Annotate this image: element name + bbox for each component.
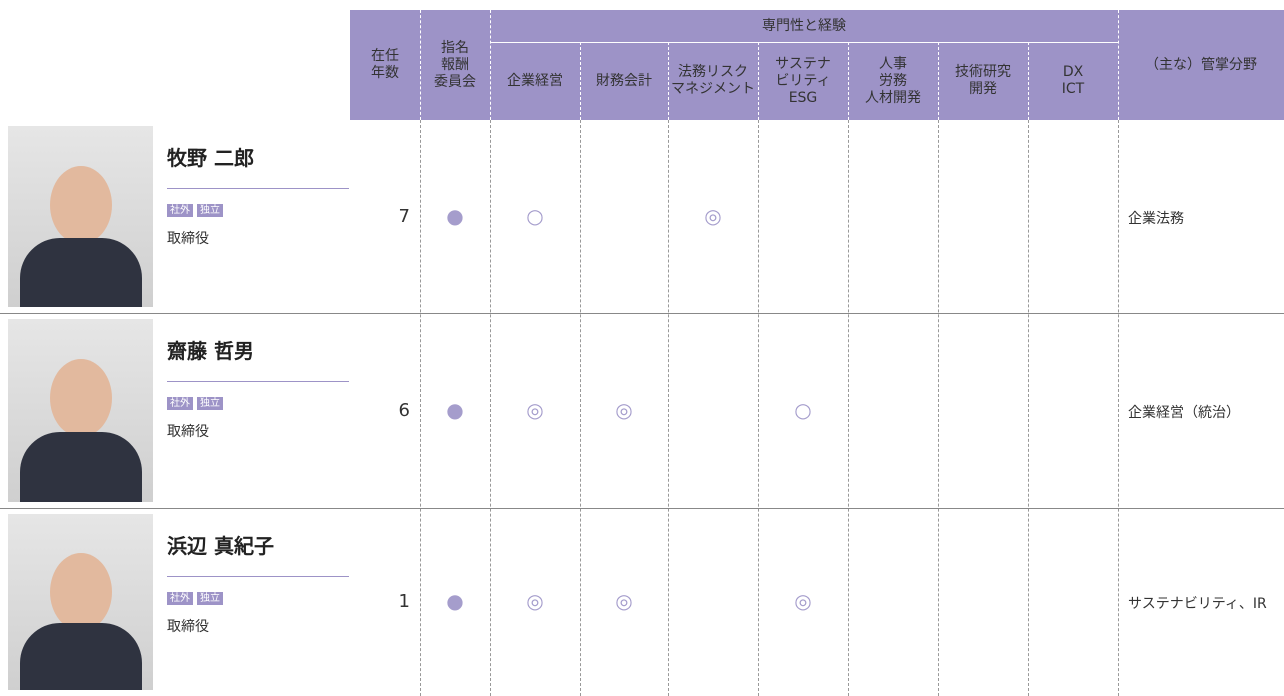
header-line: 開発 xyxy=(969,81,997,97)
group-divider xyxy=(490,42,1118,43)
column-divider xyxy=(938,120,939,696)
header-divider xyxy=(848,42,849,120)
header-divider xyxy=(938,42,939,120)
column-divider xyxy=(668,120,669,696)
tenure: 7 xyxy=(398,205,410,227)
symbol: ● xyxy=(446,203,464,228)
photo xyxy=(8,319,153,502)
header-line: マネジメント xyxy=(671,81,755,97)
tenure: 1 xyxy=(398,591,410,612)
tag: 独立 xyxy=(197,204,223,217)
symbol: ◎ xyxy=(526,397,544,422)
area: 企業法務 xyxy=(1128,210,1184,227)
member-title: 取締役 xyxy=(167,424,209,440)
header-line: 指名 xyxy=(441,39,469,56)
photo xyxy=(8,514,153,690)
name-rule xyxy=(167,188,349,189)
column-header: （主な）管掌分野 xyxy=(1118,10,1284,120)
column-header: 指名 報酬 委員会 xyxy=(420,10,490,120)
area: サステナビリティ、IR xyxy=(1128,596,1267,612)
photo-suit xyxy=(20,238,142,307)
header-line: （主な）管掌分野 xyxy=(1145,56,1257,73)
tag: 独立 xyxy=(197,592,223,605)
column-header: 財務会計 xyxy=(580,42,668,120)
photo-suit xyxy=(20,432,142,502)
tag: 社外 xyxy=(167,592,193,605)
column-divider xyxy=(490,120,491,696)
column-divider xyxy=(758,120,759,696)
header-line: 報酬 xyxy=(441,56,469,73)
photo-head xyxy=(50,552,112,631)
header-line: 年数 xyxy=(371,65,399,81)
header-divider xyxy=(580,42,581,120)
symbol: ◎ xyxy=(615,397,633,422)
column-header: 在任 年数 xyxy=(350,10,420,120)
header-line: 人事 xyxy=(879,55,907,72)
photo-head xyxy=(50,165,112,244)
header-line: サステナ xyxy=(775,55,831,72)
symbol: ○ xyxy=(794,397,812,422)
header-line: 在任 xyxy=(371,48,399,64)
header-divider xyxy=(420,10,421,120)
header-divider xyxy=(758,42,759,120)
symbol: ● xyxy=(446,397,464,422)
column-header: DX ICT xyxy=(1028,42,1118,120)
header-divider xyxy=(1028,42,1029,120)
header-line: 技術研究 xyxy=(955,64,1011,80)
row-divider xyxy=(0,508,1284,509)
row-divider xyxy=(0,313,1284,314)
header-line: 財務会計 xyxy=(596,72,652,89)
photo-suit xyxy=(20,623,142,690)
column-divider xyxy=(848,120,849,696)
header-divider xyxy=(1118,10,1119,120)
column-header: 企業経営 xyxy=(490,42,580,120)
header-line: DX xyxy=(1062,64,1084,80)
header-line: ICT xyxy=(1061,81,1085,97)
header-bg xyxy=(350,10,1284,120)
header-line: 人材開発 xyxy=(865,89,921,106)
member-name: 齋藤 哲男 xyxy=(167,339,254,363)
header-line: ESG xyxy=(788,89,818,106)
symbol: ◎ xyxy=(704,203,722,228)
header-line: 委員会 xyxy=(434,73,476,90)
group-header: 専門性と経験 xyxy=(762,17,846,34)
symbol: ○ xyxy=(526,203,544,228)
tag: 独立 xyxy=(197,397,223,410)
symbol: ◎ xyxy=(794,589,812,613)
tag: 社外 xyxy=(167,204,193,217)
tag: 社外 xyxy=(167,397,193,410)
photo-head xyxy=(50,359,112,438)
column-header: 技術研究 開発 xyxy=(938,42,1028,120)
header-divider xyxy=(490,10,491,120)
header-line: 法務リスク xyxy=(678,64,748,80)
column-divider xyxy=(580,120,581,696)
column-header: 人事 労務 人材開発 xyxy=(848,42,938,120)
name-rule xyxy=(167,576,349,577)
member-title: 取締役 xyxy=(167,231,209,247)
header-divider xyxy=(668,42,669,120)
column-header: 法務リスク マネジメント xyxy=(668,42,758,120)
header-line: 企業経営 xyxy=(507,72,563,89)
symbol: ◎ xyxy=(526,589,544,613)
name-rule xyxy=(167,381,349,382)
member-title: 取締役 xyxy=(167,619,209,635)
header-line: 労務 xyxy=(879,72,907,89)
member-name: 浜辺 真紀子 xyxy=(167,534,274,558)
column-divider xyxy=(1118,120,1119,696)
symbol: ● xyxy=(446,589,464,613)
area: 企業経営（統治） xyxy=(1128,404,1240,421)
member-name: 牧野 二郎 xyxy=(167,146,254,170)
header-line: ビリティ xyxy=(775,72,831,89)
column-header: サステナ ビリティ ESG xyxy=(758,42,848,120)
column-divider xyxy=(1028,120,1029,696)
tenure: 6 xyxy=(398,399,410,421)
photo xyxy=(8,126,153,307)
symbol: ◎ xyxy=(615,589,633,613)
column-divider xyxy=(420,120,421,696)
